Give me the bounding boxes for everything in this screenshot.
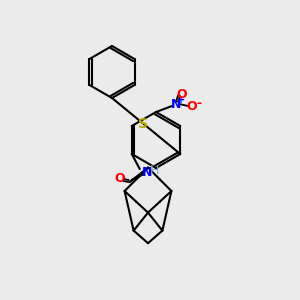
Text: O: O	[177, 88, 187, 100]
Text: H: H	[150, 164, 159, 176]
Text: S: S	[138, 117, 148, 131]
Text: +: +	[177, 95, 185, 105]
Text: O: O	[114, 172, 125, 184]
Text: O: O	[187, 100, 197, 112]
Text: N: N	[142, 166, 152, 178]
Text: N: N	[171, 98, 181, 110]
Text: -: -	[196, 98, 202, 110]
